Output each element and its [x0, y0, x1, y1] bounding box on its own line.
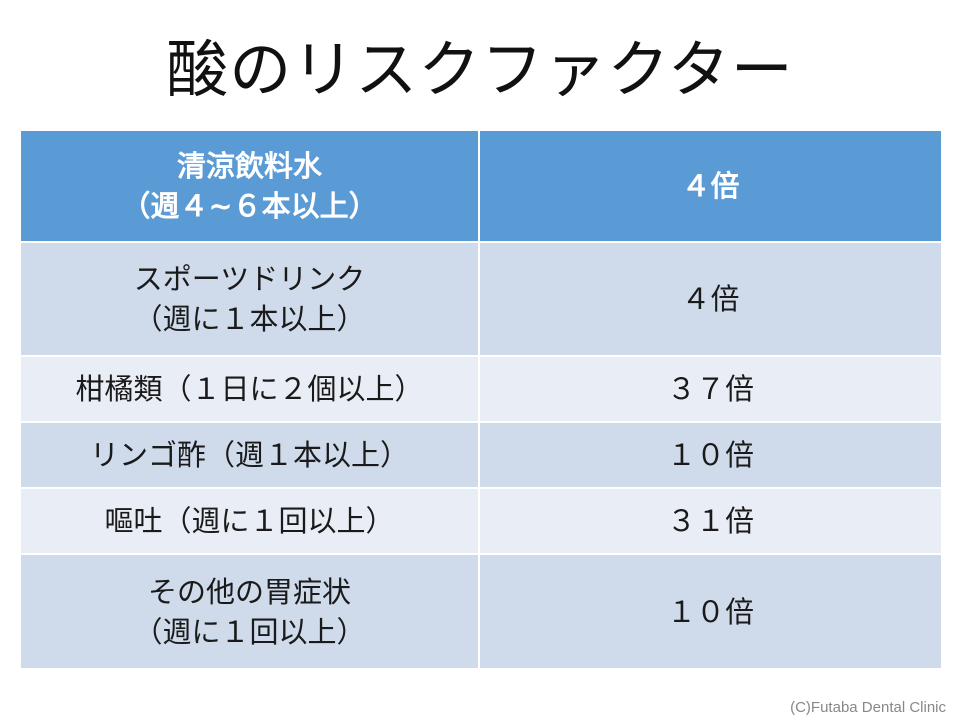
table-row: 柑橘類（１日に２個以上） ３７倍 [19, 355, 943, 423]
copyright-notice: (C)Futaba Dental Clinic [790, 699, 946, 716]
factor-cell: スポーツドリンク （週に１本以上） [19, 241, 480, 357]
factor-cell: その他の胃症状 （週に１回以上） [19, 553, 480, 670]
risk-cell: ３１倍 [478, 487, 943, 555]
header-factor-line2: （週４~６本以上） [121, 189, 378, 223]
table-row: リンゴ酢（週１本以上） １０倍 [19, 421, 943, 489]
table-row: その他の胃症状 （週に１回以上） １０倍 [19, 553, 943, 670]
factor-line2: （週に１回以上） [133, 614, 366, 649]
header-cell-factor: 清涼飲料水 （週４~６本以上） [19, 131, 480, 243]
risk-factor-table: 清涼飲料水 （週４~６本以上） ４倍 スポーツドリンク （週に１本以上） ４倍 … [19, 131, 943, 670]
table-row: スポーツドリンク （週に１本以上） ４倍 [19, 241, 943, 357]
factor-line2: （週に１本以上） [133, 302, 366, 336]
table-header-row: 清涼飲料水 （週４~６本以上） ４倍 [19, 131, 943, 243]
factor-cell: 柑橘類（１日に２個以上） [19, 355, 480, 423]
risk-cell: １０倍 [478, 553, 943, 670]
risk-cell: ４倍 [478, 241, 943, 357]
header-cell-risk: ４倍 [478, 131, 943, 243]
slide-title: 酸のリスクファクター [166, 33, 794, 106]
risk-cell: ３７倍 [478, 355, 943, 423]
header-factor-line1: 清涼飲料水 [176, 149, 322, 183]
factor-line1: その他の胃症状 [147, 574, 351, 609]
risk-cell: １０倍 [478, 421, 943, 489]
factor-cell: 嘔吐（週に１回以上） [19, 487, 480, 555]
factor-cell: リンゴ酢（週１本以上） [19, 421, 480, 489]
factor-line1: スポーツドリンク [133, 262, 366, 296]
table-row: 嘔吐（週に１回以上） ３１倍 [19, 487, 943, 555]
